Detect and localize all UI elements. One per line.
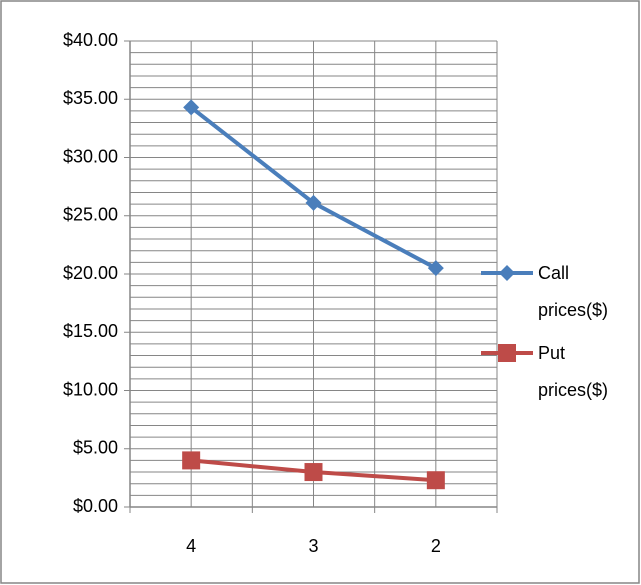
marker bbox=[426, 471, 445, 490]
marker bbox=[427, 260, 444, 277]
x-tick-label: 3 bbox=[308, 536, 318, 556]
legend-entry: Call prices($) bbox=[538, 263, 609, 320]
legend-label: Call prices($) bbox=[538, 263, 609, 320]
y-tick-label: $15.00 bbox=[63, 321, 118, 341]
x-tick-label: 4 bbox=[186, 536, 196, 556]
y-tick-label: $25.00 bbox=[63, 205, 118, 225]
marker bbox=[305, 194, 322, 211]
y-tick-label: $20.00 bbox=[63, 263, 118, 283]
marker bbox=[304, 463, 323, 482]
marker bbox=[182, 451, 201, 470]
y-tick-label: $10.00 bbox=[63, 379, 118, 399]
y-tick-label: $5.00 bbox=[73, 438, 118, 458]
legend-label: Put prices($) bbox=[538, 343, 609, 400]
y-tick-label: $0.00 bbox=[73, 496, 118, 516]
x-tick-label: 2 bbox=[431, 536, 441, 556]
y-tick-label: $35.00 bbox=[63, 88, 118, 108]
marker bbox=[499, 265, 515, 281]
marker bbox=[498, 344, 516, 362]
y-tick-label: $40.00 bbox=[63, 30, 118, 50]
marker bbox=[183, 99, 200, 116]
y-tick-label: $30.00 bbox=[63, 146, 118, 166]
legend-entry: Put prices($) bbox=[538, 343, 609, 400]
